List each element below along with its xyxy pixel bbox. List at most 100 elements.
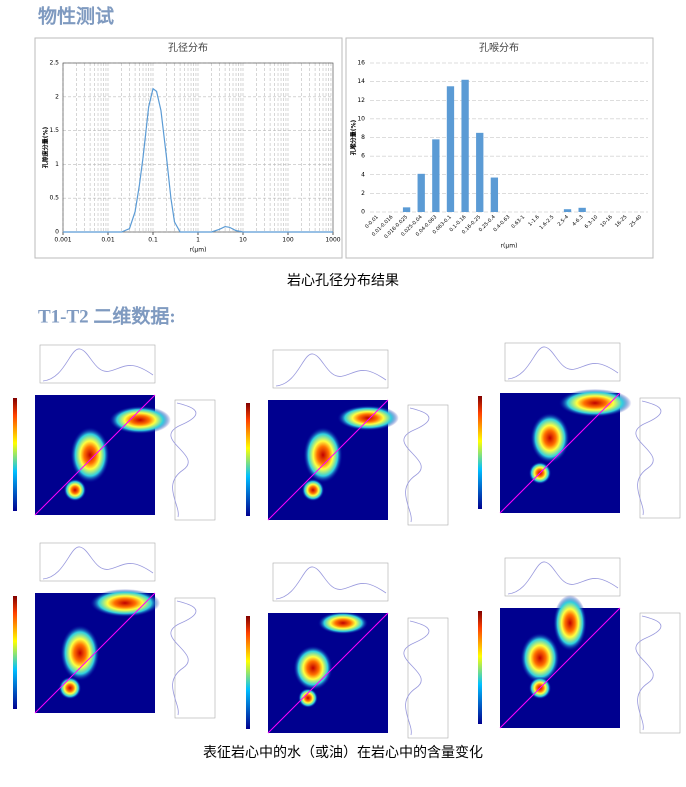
- x-tick-label: 0.001: [54, 237, 71, 244]
- curve-frame: [407, 404, 449, 526]
- t1-t2-maps: [13, 342, 681, 739]
- map-blob: [558, 389, 632, 417]
- chart-title: 孔径分布: [168, 41, 208, 54]
- curve: [635, 615, 662, 731]
- map-blob: [553, 595, 587, 651]
- curve-frame: [639, 612, 681, 734]
- curve: [635, 400, 662, 516]
- y-tick-label: 2.5: [49, 60, 59, 67]
- line: [63, 87, 333, 233]
- colorbar: [478, 396, 482, 509]
- bar: [446, 86, 455, 212]
- x-tick-label: 1.6-2.5: [539, 214, 556, 231]
- caption: 表征岩心中的水（或油）在岩心中的含量变化: [203, 745, 483, 761]
- x-tick-label: 1: [196, 237, 200, 244]
- y-tick-label: 2: [55, 93, 59, 100]
- curve: [507, 561, 619, 595]
- heading: T1-T2 二维数据:: [38, 304, 176, 327]
- curve: [42, 348, 154, 382]
- y-axis-label: 孔隙度分量(%): [42, 126, 50, 168]
- curve: [403, 407, 430, 523]
- y-tick-label: 14: [357, 78, 365, 85]
- x-tick-label: 0.01: [101, 237, 115, 244]
- y-tick-label: 1: [55, 161, 59, 168]
- bar: [476, 132, 484, 212]
- y-tick-label: 0: [361, 209, 365, 216]
- y-tick-label: 10: [357, 115, 365, 122]
- map-blob: [58, 676, 82, 700]
- x-tick-label: 6.3-10: [584, 214, 600, 230]
- diagonal: [499, 607, 621, 729]
- heading: 物性测试: [38, 4, 114, 27]
- bar: [461, 79, 469, 212]
- bar: [490, 177, 499, 212]
- y-tick-label: 8: [361, 134, 365, 141]
- x-tick-label: 16-25: [614, 214, 629, 229]
- curve: [403, 620, 430, 736]
- y-tick-label: 0: [55, 229, 59, 236]
- x-tick-label: 0.1: [148, 237, 158, 244]
- x-tick-label: 10-16: [599, 214, 614, 229]
- y-tick-label: 6: [361, 153, 365, 160]
- x-tick-label: 1000: [325, 237, 340, 244]
- curve-frame: [39, 344, 156, 384]
- y-tick-label: 4: [361, 171, 365, 178]
- map-blob: [63, 478, 87, 502]
- map-blob: [109, 406, 171, 434]
- colorbar: [478, 611, 482, 724]
- y-tick-label: 1.5: [49, 127, 59, 134]
- curve-frame: [407, 617, 449, 739]
- curve-frame: [504, 342, 621, 382]
- curve: [507, 346, 619, 380]
- map-blob: [60, 625, 100, 681]
- curve: [170, 600, 197, 716]
- diagonal: [499, 392, 621, 514]
- curve-frame: [272, 562, 389, 602]
- chart-frame: [34, 37, 343, 259]
- bar: [432, 139, 440, 212]
- x-axis-label: r(μm): [190, 247, 207, 254]
- curve-frame: [174, 597, 216, 719]
- y-tick-label: 12: [357, 97, 365, 104]
- chart-frame: [345, 37, 654, 259]
- curve-frame: [39, 542, 156, 582]
- map-blob: [70, 427, 110, 483]
- curve: [170, 402, 197, 518]
- colorbar: [13, 596, 17, 709]
- y-tick-label: 16: [357, 60, 365, 67]
- map-blob: [298, 688, 318, 708]
- curve-frame: [174, 399, 216, 521]
- x-axis-label: r(μm): [501, 243, 518, 250]
- bar: [578, 207, 586, 212]
- y-axis-label: 孔喉分量(%): [350, 119, 358, 155]
- bar: [402, 207, 411, 212]
- curve: [42, 546, 154, 580]
- map-blob: [90, 589, 160, 617]
- bar: [563, 209, 572, 212]
- map-blob: [520, 632, 560, 684]
- map-blob: [530, 412, 570, 464]
- curve-frame: [639, 397, 681, 519]
- y-tick-label: 2: [361, 190, 365, 197]
- curve: [275, 566, 387, 600]
- curve-frame: [504, 557, 621, 597]
- bar: [417, 173, 425, 212]
- diagonal: [34, 394, 156, 516]
- diagonal: [267, 612, 389, 734]
- x-tick-label: 2.5-4: [557, 214, 570, 227]
- x-tick-label: 10: [239, 237, 247, 244]
- map-blob: [337, 405, 399, 431]
- caption: 岩心孔径分布结果: [287, 273, 399, 289]
- diagonal: [267, 399, 389, 521]
- map-blob: [317, 611, 369, 635]
- colorbar: [246, 616, 250, 729]
- map-blob: [303, 427, 343, 483]
- chart-title: 孔喉分布: [479, 42, 519, 54]
- curve: [275, 353, 387, 387]
- colorbar: [13, 398, 17, 511]
- x-tick-label: 100: [282, 237, 294, 244]
- x-tick-label: 25-40: [629, 214, 644, 229]
- y-tick-label: 0.5: [49, 195, 59, 202]
- curve-frame: [272, 349, 389, 389]
